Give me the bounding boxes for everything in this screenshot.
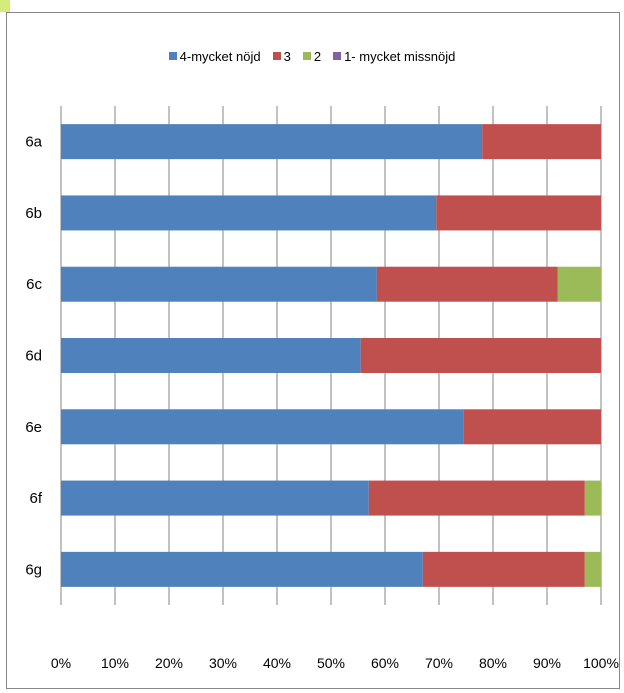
bar-6c-series-1 (376, 266, 558, 302)
x-tick-label-1: 10% (101, 655, 129, 671)
legend-swatch-1-mycket-missnojd (333, 52, 342, 60)
bar-6f-series-2 (584, 480, 601, 516)
bar-6b-series-1 (436, 195, 601, 231)
x-tick-label-8: 80% (479, 655, 507, 671)
legend-label-2: 2 (313, 48, 322, 64)
y-tick-label-6d: 6d (25, 348, 42, 365)
x-tick-label-10: 100% (583, 655, 619, 671)
x-tick-label-6: 60% (371, 655, 399, 671)
legend-item-2: 2 (302, 48, 322, 64)
legend-item-1-mycket-missnojd: 1- mycket missnöjd (333, 49, 455, 64)
legend-label-3: 3 (283, 48, 291, 64)
x-tick-label-2: 20% (155, 655, 183, 671)
legend-swatch-2 (302, 52, 311, 60)
legend-label-4-mycket-nojd: 4-mycket nöjd (179, 48, 261, 64)
y-tick-label-6a: 6a (25, 134, 42, 151)
x-tick-label-9: 90% (533, 655, 561, 671)
legend-item-4-mycket-nojd: 4-mycket nöjd (168, 48, 261, 64)
bar-6d-series-0 (61, 338, 361, 373)
y-tick-label-6b: 6b (25, 205, 42, 222)
bar-6a-series-0 (61, 124, 483, 160)
bar-6f-series-1 (368, 480, 585, 516)
chart-legend: 4-mycket nöjd 3 2 1- mycket missnöjd (0, 47, 624, 65)
bar-6g-series-2 (584, 551, 601, 587)
x-tick-label-3: 30% (209, 655, 237, 671)
y-tick-label-6g: 6g (25, 561, 42, 578)
bar-6a-series-1 (482, 124, 601, 160)
y-tick-label-6f: 6f (29, 490, 42, 507)
corner-marker (0, 0, 10, 12)
legend-item-3: 3 (272, 48, 291, 64)
bar-6g-series-1 (422, 551, 585, 587)
bar-6e-series-0 (61, 409, 464, 445)
legend-label-1-mycket-missnojd: 1- mycket missnöjd (344, 48, 456, 64)
x-tick-label-5: 50% (317, 655, 345, 671)
bar-6b-series-0 (61, 195, 437, 231)
y-tick-label-6e: 6e (25, 419, 42, 436)
bar-6c-series-0 (61, 266, 377, 302)
bar-6g-series-0 (61, 551, 423, 587)
bar-6c-series-2 (557, 266, 601, 302)
bar-6e-series-1 (463, 409, 601, 445)
bar-6f-series-0 (61, 480, 369, 516)
y-tick-label-6c: 6c (26, 276, 42, 293)
legend-swatch-4-mycket-nojd (168, 52, 177, 60)
x-tick-label-4: 40% (263, 655, 291, 671)
legend-swatch-3 (272, 52, 281, 60)
x-tick-label-7: 70% (425, 655, 453, 671)
bar-6d-series-1 (360, 338, 601, 373)
x-tick-label-0: 0% (51, 655, 71, 671)
